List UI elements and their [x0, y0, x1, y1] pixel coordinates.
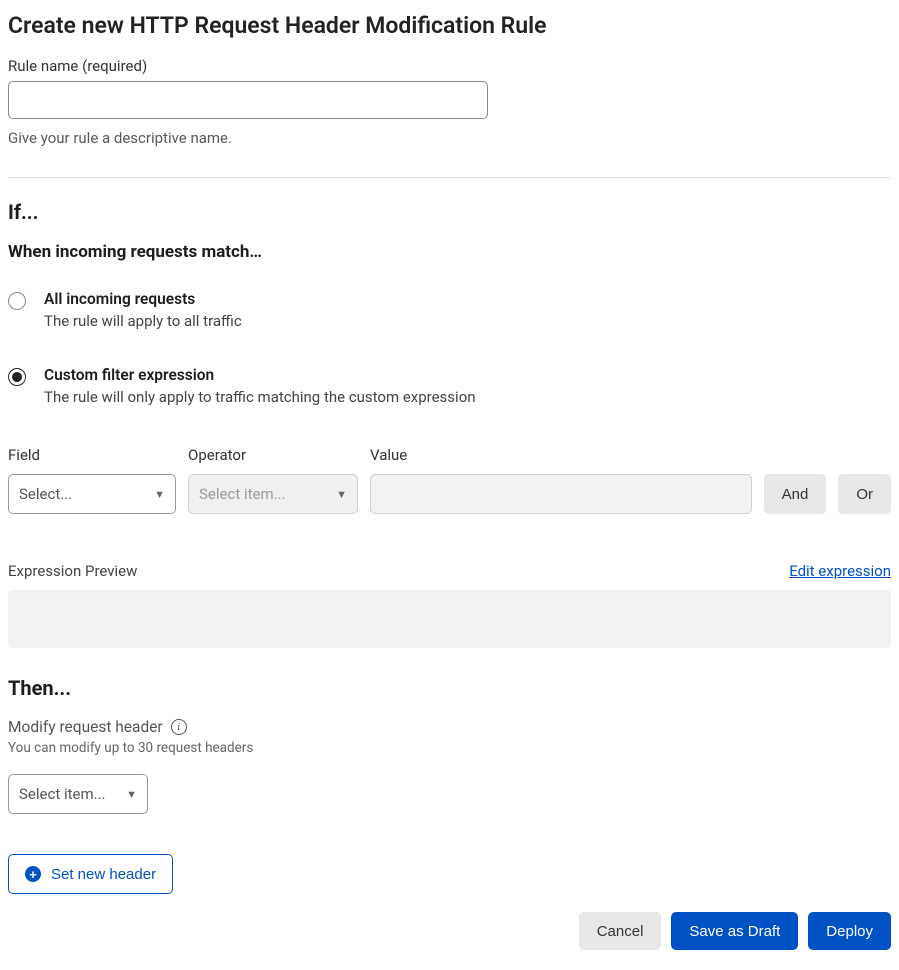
- set-new-header-button[interactable]: + Set new header: [8, 854, 173, 894]
- edit-expression-link[interactable]: Edit expression: [789, 562, 891, 580]
- section-divider: [8, 177, 891, 178]
- modify-header-row: Modify request header i: [8, 718, 891, 736]
- radio-custom-desc: The rule will only apply to traffic matc…: [44, 388, 476, 406]
- radio-circle-icon[interactable]: [8, 292, 26, 310]
- save-draft-button[interactable]: Save as Draft: [671, 912, 798, 950]
- value-label: Value: [370, 446, 752, 464]
- expression-preview-label: Expression Preview: [8, 562, 137, 580]
- cancel-button[interactable]: Cancel: [579, 912, 662, 950]
- or-button[interactable]: Or: [838, 474, 891, 514]
- value-input[interactable]: [370, 474, 752, 514]
- footer-actions: Cancel Save as Draft Deploy: [8, 912, 891, 950]
- header-action-select[interactable]: Select item... ▼: [8, 774, 148, 814]
- deploy-button[interactable]: Deploy: [808, 912, 891, 950]
- radio-all-incoming[interactable]: All incoming requests The rule will appl…: [8, 290, 891, 330]
- radio-circle-selected-icon[interactable]: [8, 368, 26, 386]
- radio-custom-filter[interactable]: Custom filter expression The rule will o…: [8, 366, 891, 406]
- set-new-header-label: Set new header: [51, 866, 156, 883]
- chevron-down-icon: ▼: [126, 788, 137, 801]
- modify-header-helper: You can modify up to 30 request headers: [8, 740, 891, 756]
- field-select-text: Select...: [19, 485, 72, 503]
- if-subheading: When incoming requests match…: [8, 242, 891, 262]
- and-button[interactable]: And: [764, 474, 827, 514]
- if-heading: If...: [8, 200, 891, 224]
- chevron-down-icon: ▼: [154, 488, 165, 501]
- expression-preview-box: [8, 590, 891, 648]
- radio-all-title: All incoming requests: [44, 290, 242, 308]
- modify-header-label: Modify request header: [8, 718, 163, 736]
- page-title: Create new HTTP Request Header Modificat…: [8, 12, 891, 39]
- expression-builder-row: Field Select... ▼ Operator Select item..…: [8, 446, 891, 514]
- rule-name-input[interactable]: [8, 81, 488, 119]
- operator-select[interactable]: Select item... ▼: [188, 474, 358, 514]
- radio-dot-icon: [12, 372, 22, 382]
- header-action-select-text: Select item...: [19, 785, 105, 803]
- rule-name-label: Rule name (required): [8, 57, 891, 75]
- chevron-down-icon: ▼: [336, 488, 347, 501]
- radio-custom-title: Custom filter expression: [44, 366, 476, 384]
- then-heading: Then...: [8, 676, 891, 700]
- radio-all-desc: The rule will apply to all traffic: [44, 312, 242, 330]
- operator-select-text: Select item...: [199, 485, 285, 503]
- expression-preview-header: Expression Preview Edit expression: [8, 562, 891, 580]
- operator-label: Operator: [188, 446, 358, 464]
- field-label: Field: [8, 446, 176, 464]
- plus-circle-icon: +: [25, 866, 41, 882]
- info-icon[interactable]: i: [171, 719, 187, 735]
- field-select[interactable]: Select... ▼: [8, 474, 176, 514]
- rule-name-helper: Give your rule a descriptive name.: [8, 129, 891, 147]
